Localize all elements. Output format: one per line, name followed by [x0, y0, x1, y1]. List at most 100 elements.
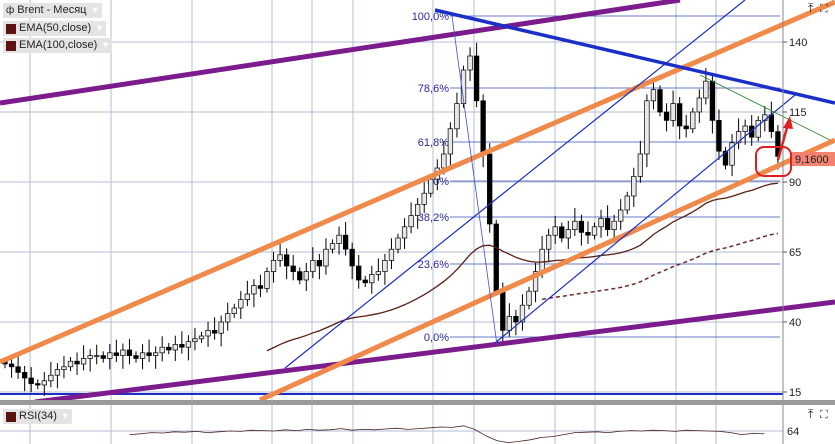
candle-body	[696, 97, 702, 113]
candle-body	[303, 271, 309, 281]
candle-body	[28, 377, 34, 384]
pin-icon[interactable]: ⤒	[808, 1, 814, 15]
candle-body	[631, 176, 637, 197]
blue-thin-trendline[interactable]	[284, 0, 746, 369]
candle-body	[447, 128, 454, 155]
rsi-swatch	[6, 411, 16, 422]
candle-body	[342, 234, 349, 250]
legend-instrument[interactable]: ф Brent - Месяц ▾	[3, 3, 102, 18]
highlight-circle[interactable]	[755, 146, 792, 177]
candle-body	[565, 229, 571, 239]
candle-body	[742, 125, 748, 132]
candle-body	[500, 290, 506, 331]
y-tick-label: 90	[789, 177, 801, 189]
candle-body	[107, 352, 113, 359]
price-label: 9,1600	[795, 154, 829, 166]
candle-body	[526, 290, 532, 306]
candle-body	[644, 100, 650, 155]
green-trendline[interactable]	[699, 74, 831, 141]
candle-body	[382, 260, 388, 272]
candle-body	[22, 372, 28, 379]
chevron-down-icon[interactable]: ▾	[92, 5, 98, 16]
candle-body	[251, 285, 257, 295]
candle-body	[676, 103, 683, 127]
candle-body	[48, 374, 54, 382]
candle-body	[611, 220, 617, 230]
rsi-grid	[29, 405, 717, 444]
fibonacci-retracement[interactable]: 100,0%78,6%61,8%50%38,2%23,6%0,0%	[412, 11, 780, 344]
chevron-down-icon[interactable]: ▾	[103, 40, 109, 51]
candle-body	[146, 352, 152, 356]
candle-body	[388, 248, 395, 261]
candles	[2, 42, 781, 396]
candle-body	[290, 265, 296, 272]
candle-body	[166, 346, 172, 351]
legend-ema100[interactable]: EMA(100,close) ▾	[3, 38, 113, 53]
candle-body	[539, 248, 545, 272]
y-tick-label: 140	[789, 37, 807, 49]
candle-body	[94, 355, 100, 357]
candle-body	[729, 142, 735, 166]
candle-body	[310, 260, 316, 272]
candle-body	[87, 355, 93, 359]
candle-body	[578, 220, 585, 233]
candle-body	[41, 380, 47, 386]
candle-body	[270, 260, 277, 272]
candle-body	[329, 243, 336, 250]
ema100-swatch	[6, 40, 16, 51]
candle-body	[663, 111, 670, 121]
candle-body	[637, 153, 643, 177]
fib-diagonal	[451, 15, 498, 346]
rsi-line	[129, 425, 765, 444]
candle-body	[415, 204, 421, 216]
candle-body	[211, 330, 218, 334]
candle-body	[401, 226, 408, 239]
candle-body	[192, 338, 198, 342]
candle-body	[369, 274, 375, 284]
legend-ema100-label: EMA(100,close)	[19, 39, 98, 51]
candle-body	[61, 366, 67, 370]
candle-body	[100, 355, 106, 359]
blue-resistance-line[interactable]	[434, 8, 835, 105]
rsi-maximize-icon[interactable]: ⛶	[820, 409, 828, 421]
candle-body	[454, 103, 460, 130]
candle-body	[493, 223, 499, 292]
lower-orange-channel[interactable]	[258, 137, 835, 403]
maximize-icon[interactable]: ⛶	[820, 3, 828, 15]
red-arrow[interactable]	[776, 123, 790, 161]
y-tick-label: 15	[789, 387, 801, 399]
pane-separator[interactable]	[0, 400, 835, 405]
chevron-down-icon[interactable]: ▾	[62, 411, 68, 422]
candle-body	[356, 265, 362, 281]
candle-body	[624, 195, 630, 211]
candle-body	[768, 114, 774, 132]
upper-orange-channel[interactable]	[0, 0, 835, 365]
y-tick-label: 65	[789, 247, 801, 259]
legend-rsi[interactable]: RSI(34) ▾	[3, 409, 72, 424]
candle-body	[257, 285, 264, 289]
rsi-pin-icon[interactable]: ⤒	[808, 407, 814, 421]
candle-body	[67, 360, 74, 368]
candle-body	[408, 215, 414, 228]
candle-body	[153, 352, 159, 356]
blue-support-trendline[interactable]	[494, 94, 796, 344]
legend-rsi-label: RSI(34)	[19, 410, 57, 422]
candle-body	[618, 209, 624, 222]
candle-body	[545, 234, 552, 250]
candle-body	[362, 279, 368, 284]
candle-body	[284, 254, 290, 267]
legend-ema50[interactable]: EMA(50,close) ▾	[3, 21, 107, 36]
red-arrowhead	[783, 116, 793, 129]
price-label-bg	[791, 152, 835, 166]
candle-body	[487, 153, 493, 225]
upper-purple-trendline[interactable]	[0, 0, 681, 106]
lower-purple-trendline[interactable]	[34, 299, 835, 405]
chevron-down-icon[interactable]: ▾	[97, 23, 103, 34]
y-tick-label: 115	[789, 107, 807, 119]
candle-body	[604, 218, 611, 230]
candle-body	[735, 131, 742, 144]
candle-body	[277, 254, 283, 261]
candle-body	[532, 271, 539, 292]
fib-level-label: 61,8%	[418, 137, 449, 149]
